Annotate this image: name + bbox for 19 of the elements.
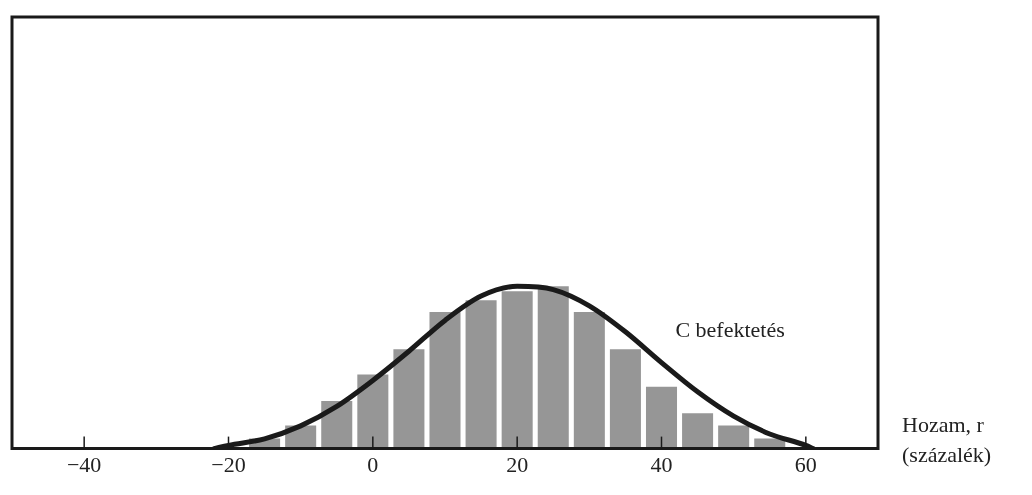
series-label: C befektetés bbox=[675, 317, 785, 343]
x-axis-title: Hozam, r (százalék) bbox=[902, 411, 993, 469]
x-tick-label: −20 bbox=[211, 451, 246, 477]
bar bbox=[645, 386, 678, 449]
x-tick-label: 20 bbox=[506, 451, 529, 477]
x-tick-label: 0 bbox=[367, 451, 379, 477]
bar bbox=[609, 349, 641, 449]
bar bbox=[573, 311, 605, 449]
bar bbox=[682, 413, 714, 449]
bar bbox=[357, 374, 389, 449]
bar bbox=[429, 311, 461, 449]
bar bbox=[718, 425, 750, 449]
bar bbox=[501, 291, 533, 449]
bar bbox=[465, 300, 497, 449]
x-tick-label: 40 bbox=[650, 451, 673, 477]
x-tick-label: 60 bbox=[794, 451, 817, 477]
x-tick-label: −40 bbox=[66, 451, 102, 477]
bar bbox=[393, 349, 425, 449]
bar bbox=[537, 286, 569, 449]
